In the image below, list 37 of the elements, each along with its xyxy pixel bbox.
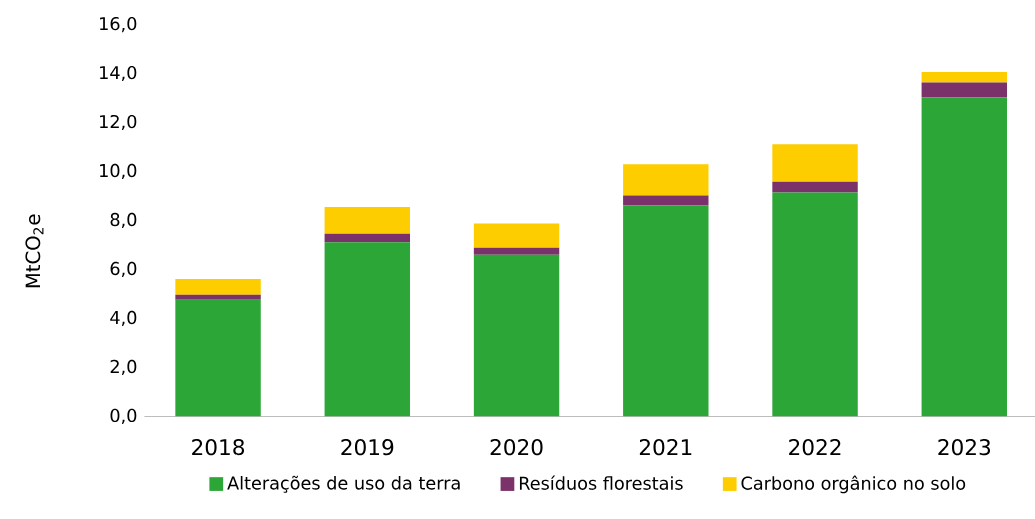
bar	[324, 242, 411, 417]
bar	[473, 254, 560, 417]
bar	[175, 294, 261, 300]
bar	[921, 71, 1008, 83]
bar	[772, 181, 858, 193]
x-tick-label: 2018	[192, 438, 245, 456]
y-tick-label: 0,0	[110, 408, 137, 424]
y-tick-label: 6,0	[110, 261, 137, 277]
bar	[473, 223, 560, 248]
y-tick-label: 2,0	[110, 359, 137, 375]
x-tick-label: 2022	[789, 438, 841, 456]
x-tick-label: 2019	[341, 438, 394, 456]
bar	[772, 144, 858, 182]
y-tick-label: 14,0	[100, 65, 137, 81]
bar	[473, 247, 560, 255]
bar	[324, 206, 411, 234]
y-tick-label: 4,0	[110, 310, 137, 326]
y-axis-title: MtCO$_{2}$e	[25, 214, 44, 288]
y-tick-label: 16,0	[100, 16, 137, 32]
bar	[175, 278, 261, 295]
bar	[324, 233, 411, 243]
x-tick-label: 2020	[490, 438, 543, 456]
y-tick-label: 8,0	[110, 212, 137, 228]
bar	[623, 205, 709, 417]
legend-label: Carbono orgânico no solo	[741, 475, 966, 494]
y-tick-label: 10,0	[100, 163, 137, 179]
y-tick-label: 12,0	[100, 114, 137, 130]
legend-label: Resíduos florestais	[519, 475, 683, 490]
legend-label: Alterações de uso da terra	[227, 475, 460, 493]
bar	[921, 82, 1008, 98]
bar	[772, 192, 858, 417]
bar	[623, 164, 709, 196]
bar	[175, 299, 261, 417]
bar	[623, 195, 709, 206]
bar	[921, 97, 1008, 417]
x-tick-label: 2021	[639, 438, 692, 456]
x-tick-label: 2023	[938, 438, 991, 456]
